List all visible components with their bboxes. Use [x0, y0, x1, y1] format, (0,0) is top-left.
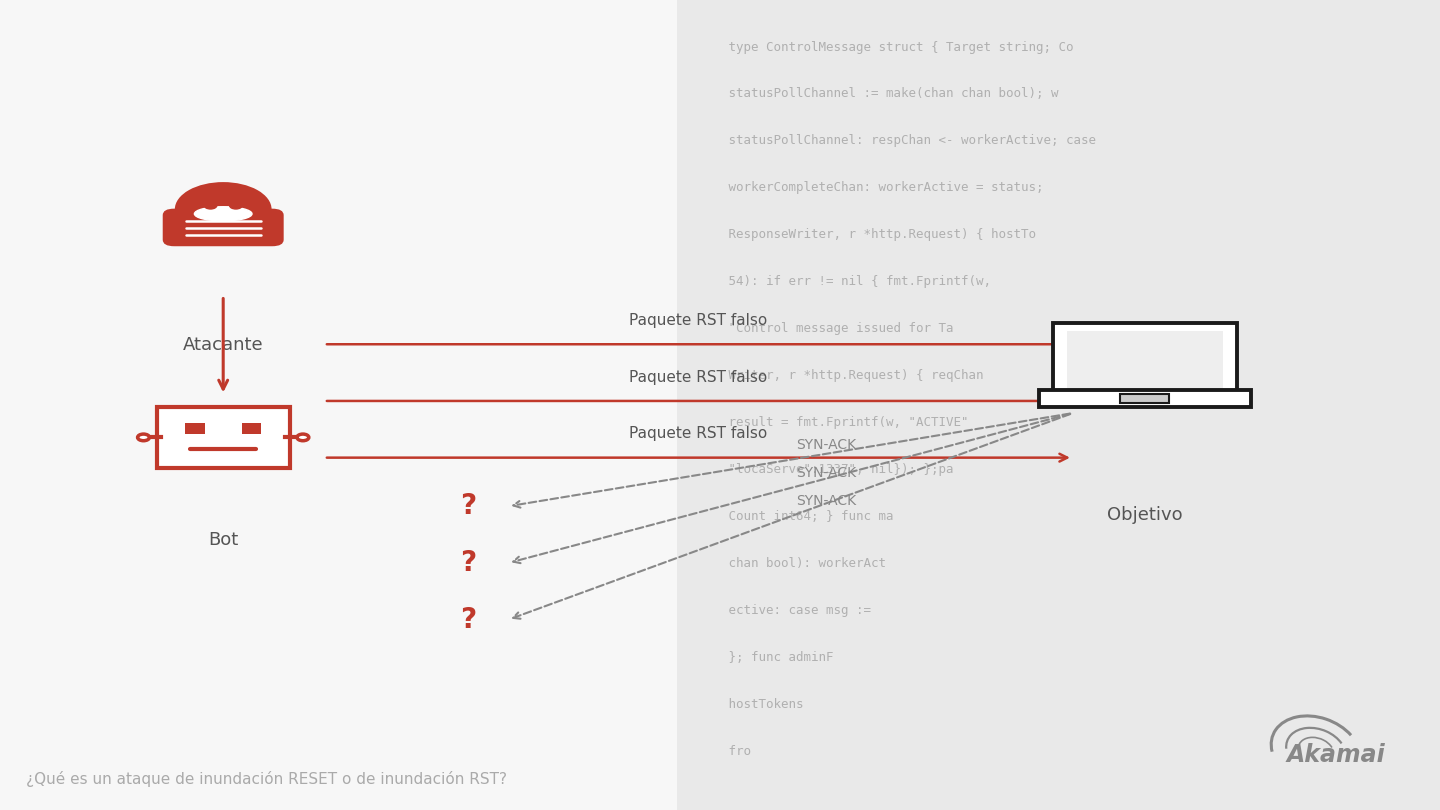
Text: ?: ? — [459, 606, 477, 633]
Circle shape — [204, 202, 217, 209]
FancyBboxPatch shape — [1067, 331, 1223, 388]
Text: }; func adminF: }; func adminF — [691, 651, 834, 664]
Text: ResponseWriter, r *http.Request) { hostTo: ResponseWriter, r *http.Request) { hostT… — [691, 228, 1037, 241]
Text: chan bool): workerAct: chan bool): workerAct — [691, 557, 886, 570]
Text: statusPollChannel: respChan <- workerActive; case: statusPollChannel: respChan <- workerAct… — [691, 134, 1096, 147]
Text: Bot: Bot — [207, 531, 239, 548]
Text: Akamai: Akamai — [1286, 743, 1385, 767]
Circle shape — [297, 434, 308, 441]
Text: 54): if err != nil { fmt.Fprintf(w,: 54): if err != nil { fmt.Fprintf(w, — [691, 275, 991, 288]
FancyBboxPatch shape — [186, 423, 204, 433]
Text: ?: ? — [459, 549, 477, 577]
Text: Writer, r *http.Request) { reqChan: Writer, r *http.Request) { reqChan — [691, 369, 984, 382]
FancyBboxPatch shape — [1120, 394, 1169, 403]
Text: ?: ? — [459, 492, 477, 520]
Text: result = fmt.Fprintf(w, "ACTIVE": result = fmt.Fprintf(w, "ACTIVE" — [691, 416, 969, 429]
Text: statusPollChannel := make(chan chan bool); w: statusPollChannel := make(chan chan bool… — [691, 87, 1058, 100]
Text: fro: fro — [691, 745, 752, 758]
Text: Paquete RST falso: Paquete RST falso — [629, 369, 768, 385]
Text: SYN-ACK: SYN-ACK — [796, 466, 857, 480]
Circle shape — [229, 202, 242, 209]
FancyBboxPatch shape — [242, 423, 261, 433]
FancyBboxPatch shape — [1053, 323, 1237, 396]
FancyBboxPatch shape — [157, 407, 289, 468]
Text: Objetivo: Objetivo — [1107, 506, 1182, 524]
Text: Paquete RST falso: Paquete RST falso — [629, 426, 768, 441]
Text: "Control message issued for Ta: "Control message issued for Ta — [691, 322, 953, 335]
FancyBboxPatch shape — [163, 209, 284, 246]
Text: hostTokens: hostTokens — [691, 698, 804, 711]
Circle shape — [138, 434, 150, 441]
FancyBboxPatch shape — [677, 0, 1440, 810]
Ellipse shape — [194, 207, 252, 221]
Circle shape — [174, 182, 272, 237]
Text: ¿Qué es un ataque de inundación RESET o de inundación RST?: ¿Qué es un ataque de inundación RESET o … — [26, 771, 507, 787]
Text: Atacante: Atacante — [183, 336, 264, 354]
Text: Count int64; } func ma: Count int64; } func ma — [691, 510, 894, 523]
Text: type ControlMessage struct { Target string; Co: type ControlMessage struct { Target stri… — [691, 40, 1074, 53]
Text: SYN-ACK: SYN-ACK — [796, 494, 857, 509]
Text: workerCompleteChan: workerActive = status;: workerCompleteChan: workerActive = statu… — [691, 181, 1044, 194]
Text: ective: case msg :=: ective: case msg := — [691, 604, 871, 617]
Text: Paquete RST falso: Paquete RST falso — [629, 313, 768, 328]
FancyBboxPatch shape — [1038, 390, 1251, 407]
Text: "locaServe":1337", nil}); };pa: "locaServe":1337", nil}); };pa — [691, 463, 953, 476]
Text: SYN-ACK: SYN-ACK — [796, 437, 857, 452]
